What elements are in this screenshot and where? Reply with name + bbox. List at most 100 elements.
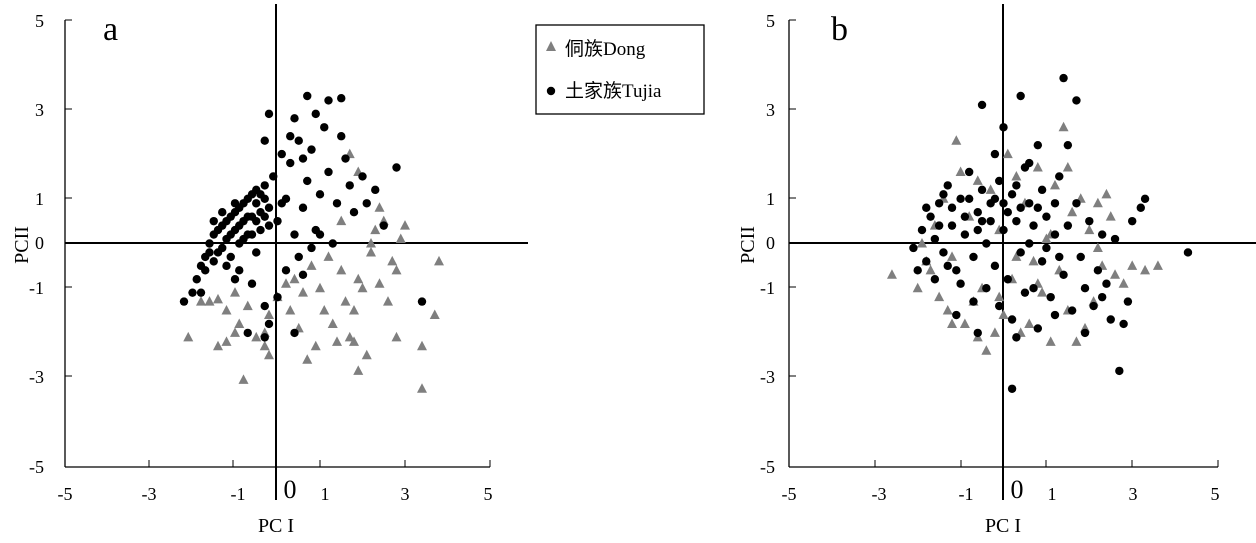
dong-point [886, 269, 897, 279]
panel-label: a [103, 11, 118, 48]
tujia-point [964, 194, 974, 203]
dong-point [374, 278, 385, 288]
tujia-point [943, 181, 952, 190]
tujia-point [260, 181, 269, 190]
y-axis-label: PCII [737, 226, 759, 264]
tujia-point [1042, 212, 1051, 221]
tujia-point [956, 194, 965, 203]
tujia-point [307, 243, 316, 253]
tujia-point [341, 154, 350, 163]
tujia-point [179, 297, 189, 306]
dong-point [298, 287, 308, 297]
tick-marks [789, 19, 1219, 467]
tujia-point [1097, 230, 1107, 239]
dong-point [238, 374, 249, 384]
tujia-point [1016, 203, 1025, 212]
tujia-point [956, 279, 965, 288]
x-axis-label: PC I [258, 515, 294, 537]
x-tick-label: -1 [231, 484, 246, 504]
circle-marker-icon [546, 86, 556, 96]
tujia-point [226, 252, 235, 262]
tujia-point [982, 284, 991, 293]
dong-point [400, 220, 410, 230]
dong-point [1152, 260, 1163, 270]
dong-point [1118, 278, 1129, 288]
dong-point [1101, 188, 1112, 199]
tujia-point [1025, 158, 1034, 168]
tujia-point [362, 199, 371, 208]
x-tick-label: -3 [872, 484, 887, 504]
dong-point [336, 264, 347, 275]
dong-point [1037, 287, 1048, 297]
tujia-point [1042, 243, 1051, 253]
dong-point [259, 340, 270, 351]
tujia-point [960, 230, 970, 239]
dong-point [230, 287, 240, 297]
tujia-point [235, 266, 244, 275]
tujia-point [986, 216, 995, 226]
scatter-panel-a: a 5 3 1 0 -1 -3 -5 -5 -3 -1 0 1 3 5 PC I [11, 4, 528, 537]
tujia-point [1140, 194, 1150, 203]
tujia-point [188, 288, 197, 297]
tujia-point [973, 208, 982, 217]
tujia-point [294, 252, 303, 262]
tujia-point [235, 221, 244, 230]
tujia-point [909, 243, 918, 253]
x-tick-label-zero: 0 [1011, 475, 1024, 504]
dong-point [281, 278, 291, 288]
tujia-point [982, 239, 991, 248]
dong-point [264, 309, 274, 320]
tujia-point [1012, 181, 1021, 190]
dong-point [989, 327, 1000, 337]
dong-point [221, 305, 232, 315]
dong-point [1071, 336, 1082, 346]
dong-point [289, 273, 300, 284]
dong-point [344, 331, 355, 342]
tujia-point [324, 96, 333, 105]
tujia-point [226, 230, 235, 239]
dong-point [213, 293, 223, 304]
dong-point [942, 305, 953, 315]
legend-box [535, 24, 705, 115]
tujia-point [1033, 324, 1043, 333]
tujia-point [379, 221, 388, 230]
tujia-point [1080, 328, 1090, 338]
tujia-point [277, 149, 286, 159]
x-axis-label: PC I [985, 515, 1021, 537]
x-tick-label: 1 [1048, 484, 1057, 504]
tujia-point [337, 132, 346, 141]
legend-label-tujia: 土家族Tujia [565, 80, 662, 102]
tujia-point [286, 158, 295, 168]
dong-point [366, 246, 376, 257]
tujia-point [1037, 185, 1047, 195]
dong-point [959, 318, 970, 328]
tujia-point [1033, 140, 1043, 150]
dong-point [196, 296, 206, 306]
tujia-point [264, 319, 274, 329]
dong-point [242, 300, 253, 311]
tujia-point [1097, 292, 1107, 302]
tujia-point [303, 91, 312, 101]
tujia-point [964, 167, 974, 177]
dong-point [183, 331, 194, 342]
y-tick-label: -5 [29, 457, 44, 477]
dong-point [353, 365, 364, 375]
tujia-point [1016, 91, 1025, 101]
tujia-point [990, 149, 1000, 159]
tujia-point [417, 297, 427, 306]
tujia-point [939, 190, 948, 199]
dong-point [1140, 264, 1151, 275]
tujia-point [320, 123, 329, 132]
y-axis-label: PCII [11, 226, 33, 264]
tujia-point [260, 136, 269, 145]
tujia-point [930, 234, 940, 244]
dong-point [1084, 224, 1095, 235]
y-tick-label: -3 [29, 367, 44, 387]
tujia-point [222, 216, 231, 226]
tujia-point [269, 172, 278, 181]
dong-point [947, 318, 958, 328]
tujia-point [264, 109, 274, 119]
dong-point [1127, 260, 1138, 270]
tujia-point [1055, 172, 1064, 181]
dong-point [395, 233, 406, 244]
